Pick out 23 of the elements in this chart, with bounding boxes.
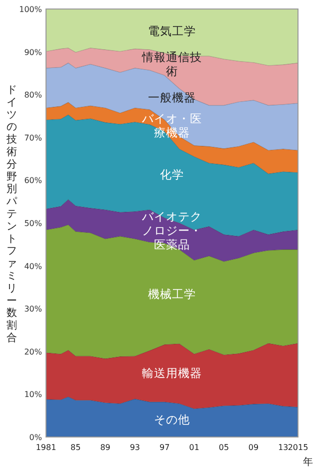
y-tick-label: 80% [24, 90, 42, 100]
y-tick-label: 50% [24, 219, 42, 228]
x-tick-label: 97 [159, 443, 170, 452]
x-axis-title: 年 [303, 456, 313, 468]
y-tick-label: 100% [19, 5, 42, 14]
x-tick-label: 01 [189, 443, 200, 452]
y-tick-label: 60% [24, 176, 42, 186]
x-tick-label: 93 [130, 443, 140, 452]
x-tick-label: 2015 [288, 443, 308, 452]
x-tick-label: 09 [248, 443, 259, 452]
y-tick-label: 0% [29, 433, 42, 442]
x-tick-label: 89 [100, 443, 110, 452]
y-tick-label: 40% [24, 262, 42, 271]
y-tick-label: 70% [24, 133, 42, 142]
x-tick-label: 05 [218, 443, 229, 452]
y-tick-label: 30% [24, 304, 42, 314]
text: ドイツの技術分野別パテントファミリー数割合 [6, 84, 18, 344]
x-tick-label: 1981 [36, 443, 56, 452]
y-tick-label: 20% [24, 347, 42, 356]
y-tick-label: 10% [24, 390, 42, 400]
y-tick-label: 90% [24, 48, 42, 57]
x-tick-label: 13 [278, 443, 288, 452]
x-tick-label: 85 [70, 443, 81, 452]
